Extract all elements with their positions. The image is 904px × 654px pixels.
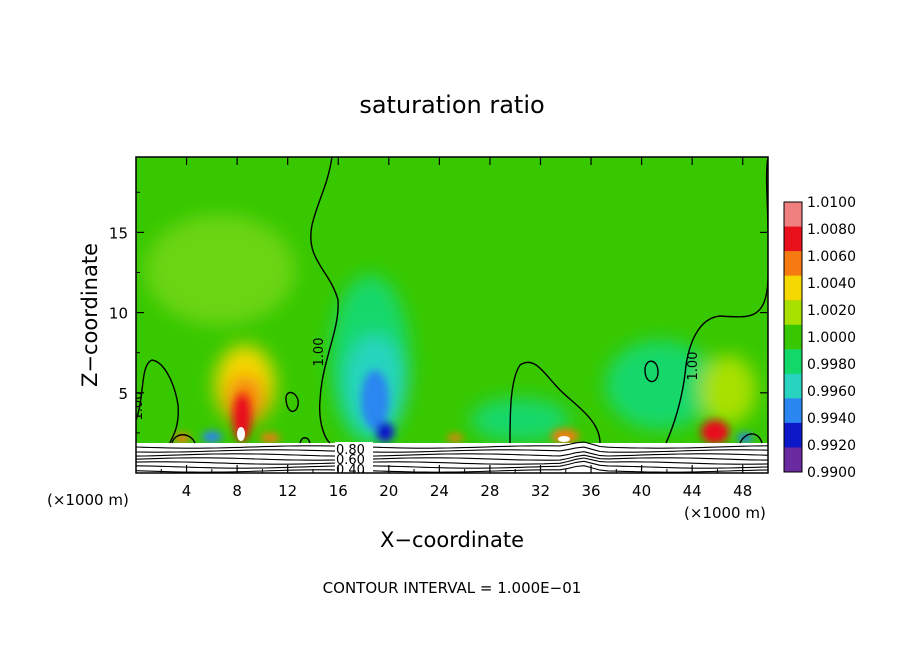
- low-dry-spot-2: [447, 434, 463, 442]
- contour-closed-small: [285, 391, 299, 412]
- colorbar-swatch: [784, 422, 802, 448]
- ground-isoline: [136, 446, 768, 453]
- moist-core-red: [233, 394, 251, 442]
- plot-frame: [135, 156, 769, 474]
- x-tick-label: 32: [531, 482, 550, 500]
- ground-isolines: [136, 441, 768, 473]
- contour-value-labels: 1.00 1.00 1.00 0.80 0.60 0.40: [131, 338, 701, 478]
- colorbar-swatch: [784, 324, 802, 350]
- colorbar-label: 1.0020: [807, 303, 856, 319]
- ground-isoline: [136, 465, 768, 473]
- low-moist-spot-4: [701, 420, 729, 444]
- colorbar-swatch: [784, 373, 802, 399]
- colorbar-label: 0.9940: [807, 411, 856, 427]
- low-dry-spot-1: [202, 431, 222, 443]
- x-axis-label: X−coordinate: [380, 528, 524, 552]
- colorbar-swatch: [784, 202, 802, 228]
- chart-title: saturation ratio: [359, 91, 544, 119]
- colorbar-swatch: [784, 349, 802, 375]
- right-moist-zone: [700, 355, 756, 425]
- contour-1-00-main: [310, 157, 339, 444]
- x-tick-label: 40: [632, 482, 651, 500]
- colorbar-label: 1.0060: [807, 249, 856, 265]
- x-tick-label: 48: [733, 482, 752, 500]
- x-tick-label: 20: [379, 482, 398, 500]
- colorbar-swatch: [784, 226, 802, 252]
- colorbar-swatch: [784, 251, 802, 277]
- x-tick-label: 28: [480, 482, 499, 500]
- contour-low-bumps: [171, 433, 763, 444]
- x-axis: 4 8 12 16 20 24 28 32 36 40 44 48: [160, 157, 752, 500]
- colorbar-label: 1.0080: [807, 222, 856, 238]
- colorbar-swatch: [784, 300, 802, 326]
- y-axis-label: Z−coordinate: [78, 243, 102, 387]
- colorbar-label: 0.9900: [807, 465, 856, 481]
- ground-isoline: [136, 451, 768, 457]
- moist-white-core: [237, 427, 245, 441]
- contour-label: 1.00: [312, 338, 327, 367]
- low-moist-spot-3: [551, 429, 579, 443]
- colorbar-frame: [783, 201, 803, 473]
- y-tick-label: 15: [109, 224, 128, 242]
- colorbar: 1.0100 1.0080 1.0060 1.0040 1.0020 1.0000 0.99…: [783, 195, 856, 481]
- colorbar-label: 0.9980: [807, 357, 856, 373]
- contour-label: 0.60: [336, 453, 365, 468]
- x-tick-label: 12: [278, 482, 297, 500]
- contour-label: 1.00: [686, 352, 701, 381]
- contour-label: 0.80: [336, 443, 365, 458]
- x-tick-label: 36: [581, 482, 600, 500]
- contour-closed-right: [644, 360, 659, 383]
- x-unit-left: (×1000 m): [47, 491, 129, 509]
- ground-isoline: [136, 460, 768, 469]
- colorbar-label: 1.0040: [807, 276, 856, 292]
- plot-area: 1.00 1.00 1.00 0.80 0.60 0.40: [131, 157, 768, 478]
- dry-core-blue: [361, 370, 389, 430]
- moist-white-spot-2: [558, 436, 570, 442]
- y-axis: 5 10 15: [109, 191, 768, 434]
- x-tick-label: 44: [683, 482, 702, 500]
- ground-isoline: [136, 454, 768, 461]
- contour-1-00-left: [136, 359, 179, 444]
- contour-label: 1.00: [131, 392, 146, 421]
- upper-left-lighter-zone: [145, 215, 295, 325]
- colorbar-swatch: [784, 398, 802, 424]
- colorbar-label: 0.9920: [807, 438, 856, 454]
- lower-middle-dry: [470, 398, 570, 442]
- low-moist-spot-2: [260, 433, 280, 443]
- x-unit-right: (×1000 m): [684, 504, 766, 522]
- contour-interval-note: CONTOUR INTERVAL = 1.000E−01: [323, 579, 582, 597]
- right-dry-zone: [605, 340, 715, 430]
- ground-isoline: [136, 457, 768, 465]
- x-tick-label: 4: [182, 482, 192, 500]
- contour-mid-right: [509, 361, 601, 444]
- colorbar-swatch: [784, 447, 802, 473]
- y-tick-label: 10: [109, 305, 128, 323]
- contour-label: 0.40: [336, 463, 365, 478]
- colorbar-label: 0.9960: [807, 384, 856, 400]
- ground-isoline: [136, 441, 768, 449]
- dry-core-deep: [376, 422, 394, 442]
- x-tick-label: 16: [329, 482, 348, 500]
- colorbar-swatch: [784, 275, 802, 301]
- colorbar-label: 1.0100: [807, 195, 856, 211]
- y-tick-label: 5: [118, 385, 128, 403]
- colorbar-label: 1.0000: [807, 330, 856, 346]
- x-tick-label: 8: [232, 482, 242, 500]
- x-tick-label: 24: [430, 482, 449, 500]
